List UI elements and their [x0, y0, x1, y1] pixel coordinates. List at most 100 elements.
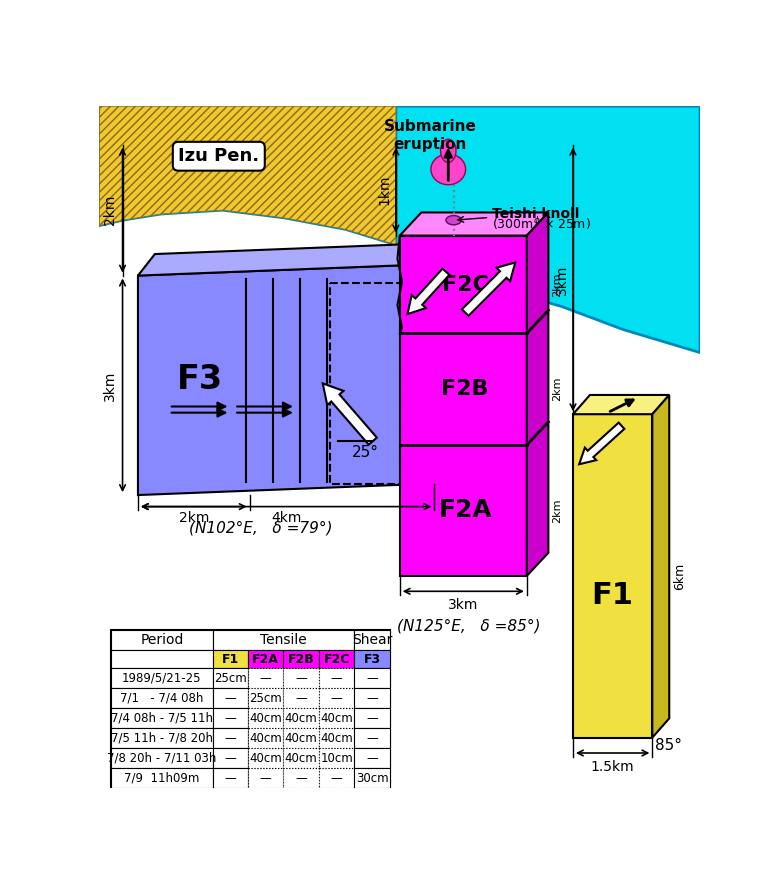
Text: 40cm: 40cm	[250, 752, 282, 765]
Bar	[283, 650, 319, 668]
Text: 85°: 85°	[655, 737, 682, 752]
Bar	[111, 630, 390, 789]
Text: 40cm: 40cm	[250, 732, 282, 745]
FancyArrow shape	[407, 269, 449, 314]
Bar	[354, 650, 390, 668]
Polygon shape	[573, 414, 652, 737]
Bar	[111, 708, 213, 728]
Text: —: —	[296, 692, 307, 704]
Polygon shape	[100, 106, 396, 245]
Bar	[248, 708, 283, 728]
Bar	[354, 689, 390, 708]
Text: 25°: 25°	[352, 444, 378, 459]
Text: —: —	[225, 692, 236, 704]
Bar	[213, 668, 248, 689]
Bar	[111, 689, 213, 708]
Polygon shape	[573, 395, 669, 414]
Text: 1km: 1km	[378, 175, 392, 205]
Bar	[213, 749, 248, 768]
Ellipse shape	[431, 154, 466, 185]
FancyArrow shape	[580, 423, 624, 465]
Polygon shape	[652, 395, 669, 737]
Text: F2C: F2C	[441, 275, 488, 295]
Text: —: —	[331, 692, 342, 704]
Text: 40cm: 40cm	[321, 712, 353, 725]
Bar	[283, 689, 319, 708]
Text: F2B: F2B	[441, 379, 489, 399]
Text: F1: F1	[222, 652, 239, 666]
Bar	[213, 728, 248, 749]
Bar	[248, 689, 283, 708]
Text: F3: F3	[363, 652, 381, 666]
Bar	[248, 728, 283, 749]
Bar	[213, 630, 354, 650]
Text: Izu Pen.: Izu Pen.	[179, 147, 260, 165]
Text: 2km: 2km	[552, 498, 562, 523]
Text: 7/4 08h - 7/5 11h: 7/4 08h - 7/5 11h	[111, 712, 213, 725]
Text: —: —	[366, 712, 378, 725]
Text: 40cm: 40cm	[321, 732, 353, 745]
Text: F3: F3	[176, 363, 222, 396]
Text: F2C: F2C	[324, 652, 349, 666]
Text: —: —	[331, 672, 342, 685]
Bar	[354, 768, 390, 789]
Bar	[111, 650, 213, 668]
Text: 2km: 2km	[103, 195, 117, 226]
Text: 40cm: 40cm	[285, 732, 317, 745]
Text: 30cm: 30cm	[356, 772, 388, 785]
Bar	[213, 768, 248, 789]
Text: F1: F1	[591, 581, 633, 610]
Bar	[354, 668, 390, 689]
Bar	[354, 708, 390, 728]
Bar	[111, 668, 213, 689]
Text: 3km: 3km	[555, 265, 569, 295]
Text: —: —	[225, 772, 236, 785]
Ellipse shape	[441, 139, 456, 163]
Bar	[319, 668, 354, 689]
Text: 2km: 2km	[552, 273, 562, 297]
Text: 7/1   - 7/4 08h: 7/1 - 7/4 08h	[120, 692, 204, 704]
Polygon shape	[138, 242, 452, 275]
Bar	[283, 749, 319, 768]
Text: 3km: 3km	[103, 370, 117, 401]
Text: —: —	[366, 672, 378, 685]
Bar	[111, 749, 213, 768]
Text: —: —	[260, 772, 271, 785]
Text: 3km: 3km	[448, 598, 478, 612]
Text: 40cm: 40cm	[285, 712, 317, 725]
Polygon shape	[526, 212, 548, 576]
Bar	[319, 728, 354, 749]
Text: (300m$^{\phi}$ × 25m): (300m$^{\phi}$ × 25m)	[492, 216, 591, 233]
Bar	[354, 630, 390, 650]
Text: 10cm: 10cm	[321, 752, 353, 765]
Bar	[213, 708, 248, 728]
Text: 7/8 20h - 7/11 03h: 7/8 20h - 7/11 03h	[107, 752, 217, 765]
Text: Shear: Shear	[352, 633, 392, 647]
Text: Tensile: Tensile	[260, 633, 307, 647]
Bar	[354, 749, 390, 768]
Bar	[283, 728, 319, 749]
Bar	[319, 689, 354, 708]
Bar	[213, 689, 248, 708]
Text: Period: Period	[140, 633, 183, 647]
Text: F2B: F2B	[288, 652, 314, 666]
Text: —: —	[225, 712, 236, 725]
Text: Submarine
eruption: Submarine eruption	[384, 119, 477, 152]
Polygon shape	[399, 212, 548, 235]
Bar	[111, 768, 213, 789]
Text: 4km: 4km	[271, 512, 301, 525]
Polygon shape	[138, 264, 434, 495]
Bar	[283, 768, 319, 789]
Bar	[248, 768, 283, 789]
Text: 40cm: 40cm	[250, 712, 282, 725]
Bar	[283, 708, 319, 728]
Bar	[248, 668, 283, 689]
Polygon shape	[392, 106, 700, 352]
Bar	[111, 728, 213, 749]
Text: 25cm: 25cm	[250, 692, 282, 704]
Bar	[111, 630, 213, 650]
Text: 7/9  11h09m: 7/9 11h09m	[124, 772, 200, 785]
Text: —: —	[225, 732, 236, 745]
FancyArrow shape	[462, 263, 516, 316]
FancyArrow shape	[323, 383, 377, 444]
